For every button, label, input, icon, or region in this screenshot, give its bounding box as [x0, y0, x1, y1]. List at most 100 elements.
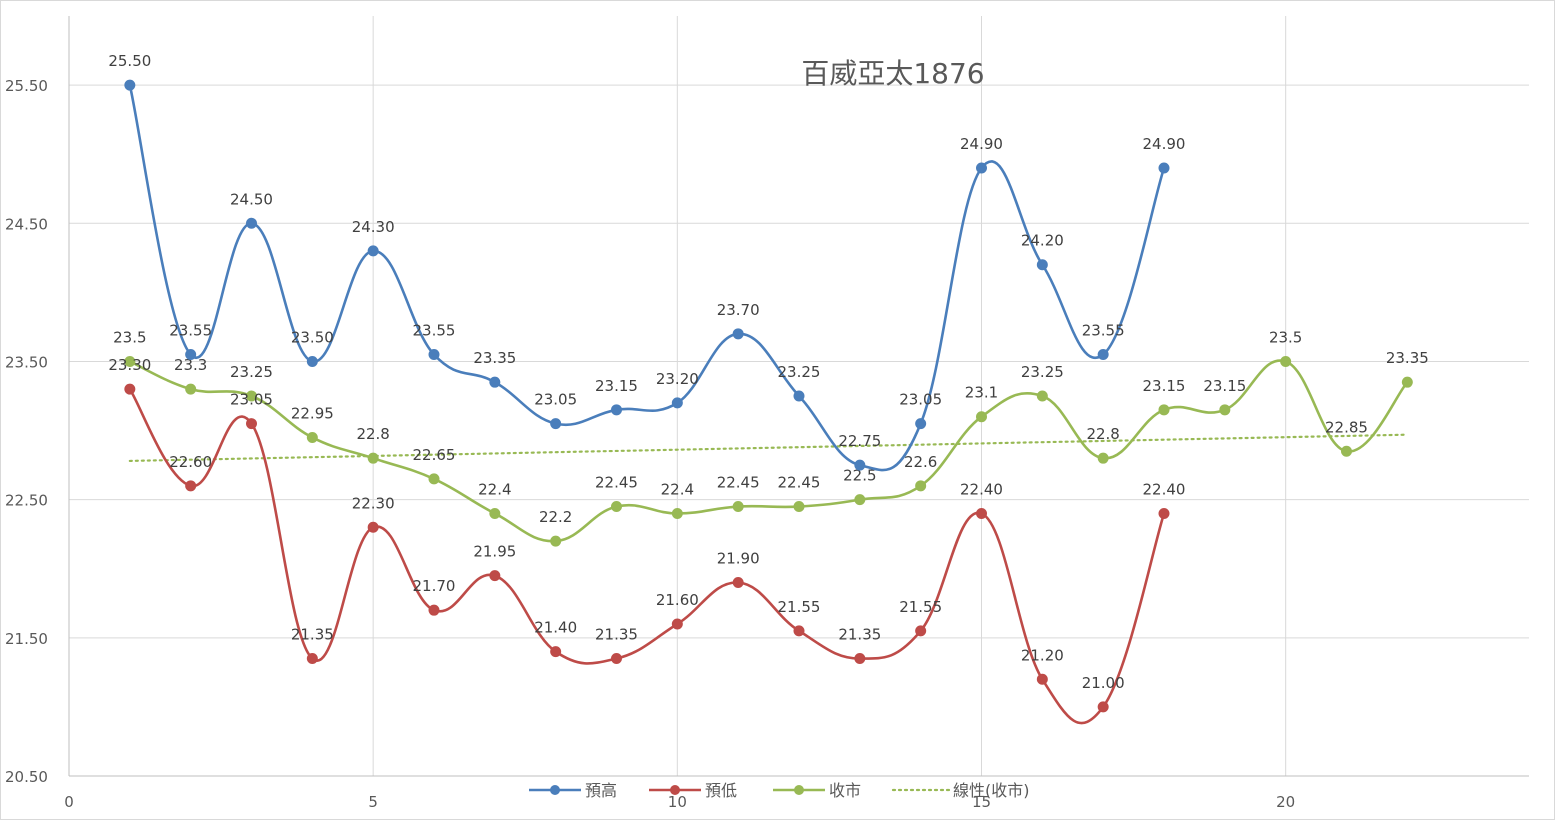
legend-label: 收市 — [829, 781, 861, 800]
data-point — [1097, 349, 1109, 361]
data-label: 23.35 — [1386, 349, 1429, 367]
data-point — [1097, 452, 1109, 464]
series-2: 23.5 23.3 23.25 22.95 22.8 22.65 22.4 22.2 22.45… — [113, 328, 1429, 547]
data-label: 22.75 — [838, 432, 881, 450]
legend-item-0: 預高 — [529, 781, 617, 800]
data-point — [428, 604, 440, 616]
series-line — [128, 388, 1166, 725]
x-tick-label: 5 — [368, 793, 378, 811]
data-label: 23.55 — [169, 322, 212, 340]
x-tick-label: 10 — [668, 793, 687, 811]
data-point — [611, 501, 622, 513]
data-point — [611, 653, 622, 665]
series-layer: 23.5 23.3 23.25 22.95 22.8 22.65 22.4 22.2 22.45… — [108, 52, 1429, 725]
data-label: 21.95 — [473, 543, 516, 561]
data-point — [367, 452, 379, 464]
data-point — [1158, 507, 1170, 519]
series-1: 23.30 22.60 23.05 21.35 22.30 21.70 21.95 21.40… — [108, 356, 1185, 725]
data-label: 23.15 — [595, 377, 638, 395]
data-point — [124, 355, 136, 367]
data-label: 21.40 — [534, 619, 577, 637]
y-tick-label: 22.50 — [5, 492, 48, 510]
legend-marker — [794, 785, 804, 795]
data-label: 22.40 — [960, 480, 1003, 498]
series-0: 25.50 23.55 24.50 23.50 24.30 23.55 23.35 23.05… — [108, 52, 1185, 472]
data-label: 25.50 — [108, 52, 151, 70]
data-label: 23.25 — [230, 363, 273, 381]
data-point — [428, 473, 440, 485]
data-point — [732, 577, 744, 589]
data-point — [124, 383, 136, 395]
data-point — [793, 625, 805, 637]
data-label: 21.60 — [656, 591, 699, 609]
data-point — [246, 418, 257, 430]
data-label: 21.35 — [595, 626, 638, 644]
data-label: 23.20 — [656, 370, 699, 388]
data-point — [1097, 701, 1109, 713]
data-point — [854, 494, 866, 506]
data-label: 22.45 — [717, 474, 760, 492]
data-label: 22.95 — [291, 404, 334, 422]
data-point — [185, 480, 197, 492]
data-point — [1036, 673, 1048, 685]
data-label: 23.55 — [1082, 322, 1125, 340]
legend-label: 預高 — [585, 781, 617, 800]
data-point — [1219, 404, 1231, 416]
data-label: 22.6 — [904, 453, 937, 471]
data-point — [915, 418, 927, 430]
data-label: 23.3 — [174, 356, 207, 374]
trendline — [128, 433, 1409, 463]
data-point — [671, 618, 683, 630]
x-tick-label: 20 — [1276, 793, 1295, 811]
axes: 20.50 21.50 22.50 23.50 24.50 25.50 0 5 10 15 20 — [5, 16, 1529, 811]
data-point — [1401, 376, 1413, 388]
data-point — [793, 390, 805, 402]
data-point — [1158, 162, 1170, 174]
data-point — [367, 245, 379, 257]
y-tick-label: 25.50 — [5, 77, 48, 95]
data-label: 22.5 — [843, 467, 876, 485]
data-point — [671, 397, 683, 409]
y-tick-label: 23.50 — [5, 353, 48, 371]
data-label: 21.55 — [778, 598, 821, 616]
data-label: 22.45 — [595, 474, 638, 492]
y-tick-label: 21.50 — [5, 630, 48, 648]
data-point — [1158, 404, 1170, 416]
data-point — [732, 501, 744, 513]
data-point — [306, 431, 318, 443]
data-label: 21.70 — [413, 577, 456, 595]
data-label: 22.8 — [356, 425, 389, 443]
data-point — [550, 535, 562, 547]
data-label: 22.4 — [478, 480, 511, 498]
data-label: 23.5 — [1269, 328, 1302, 346]
data-point — [854, 459, 866, 471]
data-label: 21.35 — [838, 626, 881, 644]
y-tick-label: 20.50 — [5, 768, 48, 786]
data-label: 21.90 — [717, 550, 760, 568]
data-label: 23.15 — [1143, 377, 1186, 395]
data-point — [611, 404, 622, 416]
data-label: 23.15 — [1203, 377, 1246, 395]
legend-item-2: 收市 — [773, 781, 861, 800]
legend-label: 線性(收市) — [953, 781, 1030, 800]
data-label: 21.35 — [291, 626, 334, 644]
data-point — [185, 349, 197, 361]
data-point — [671, 507, 683, 519]
data-point — [915, 480, 927, 492]
legend-label: 預低 — [705, 781, 737, 800]
data-label: 22.4 — [661, 480, 694, 498]
data-point — [489, 570, 501, 582]
data-label: 23.70 — [717, 301, 760, 319]
data-point — [489, 507, 501, 519]
data-label: 23.30 — [108, 356, 151, 374]
data-label: 23.55 — [413, 322, 456, 340]
data-point — [124, 79, 136, 91]
legend-item-3: 線性(收市) — [891, 781, 1030, 800]
data-label: 21.20 — [1021, 646, 1064, 664]
data-point — [306, 653, 318, 665]
data-point — [976, 507, 987, 519]
y-tick-label: 24.50 — [5, 215, 48, 233]
data-point — [1280, 355, 1292, 367]
